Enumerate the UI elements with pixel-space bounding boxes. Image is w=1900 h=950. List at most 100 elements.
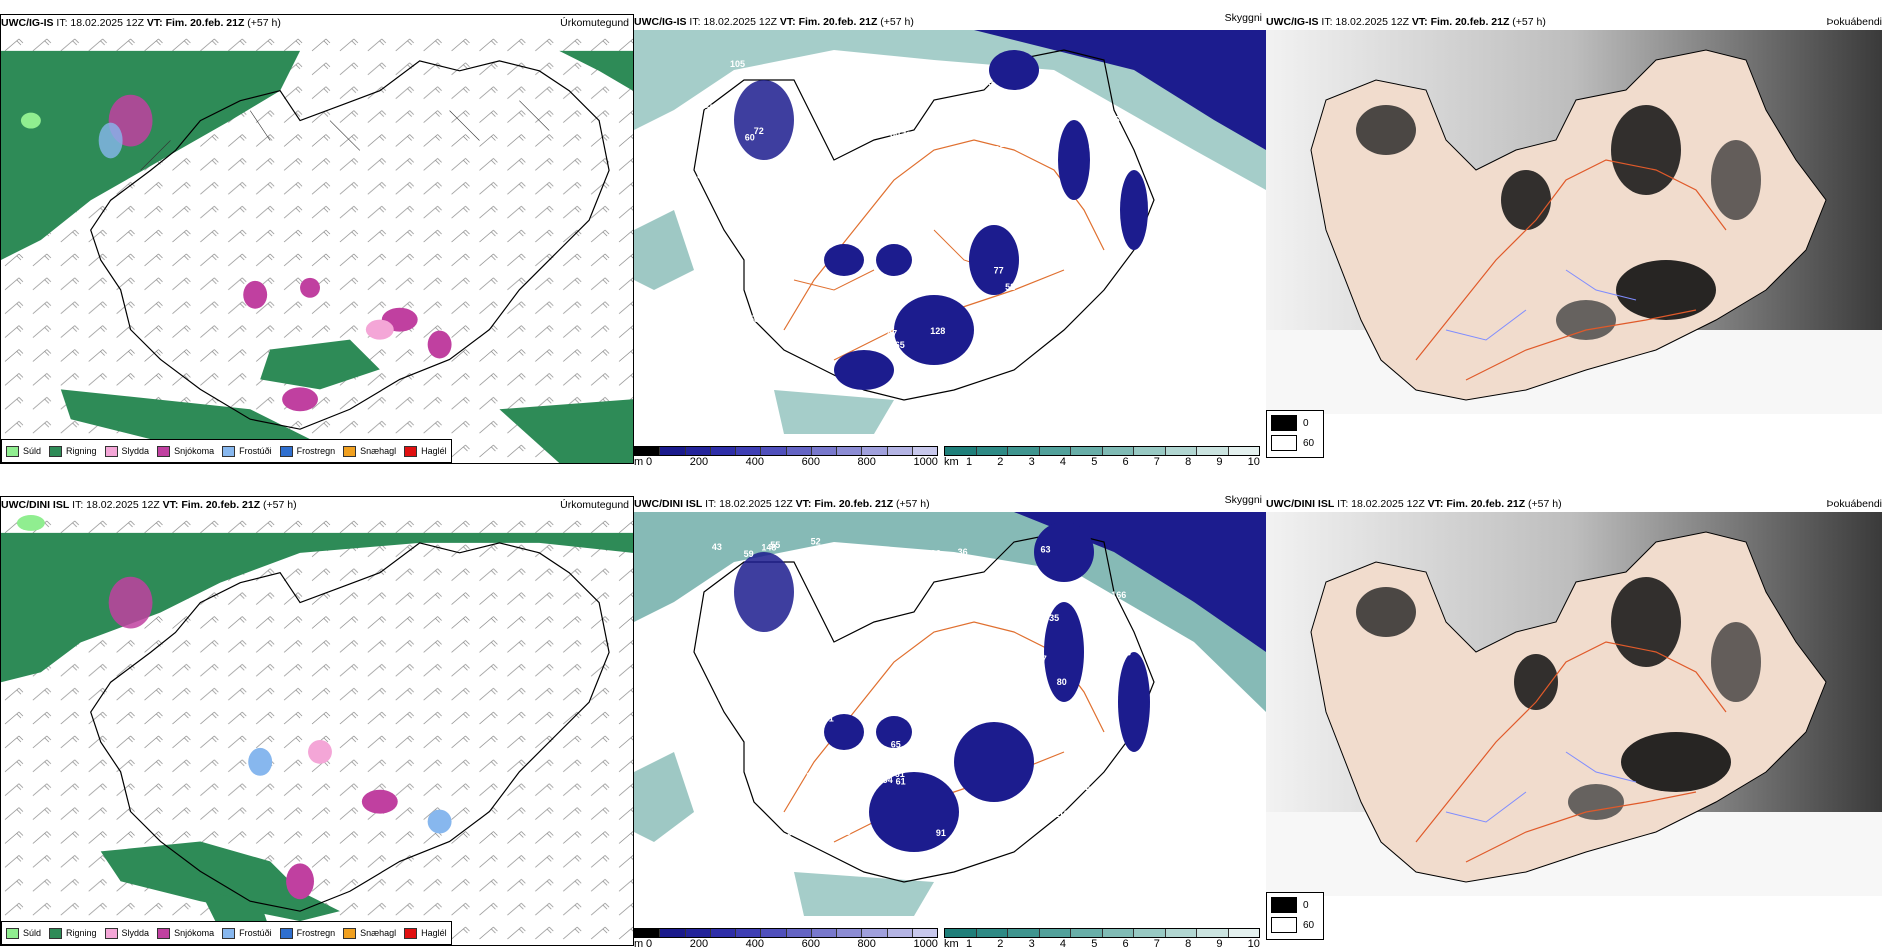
legend-item-hail: Haglél	[404, 445, 447, 457]
cloud-map: 65 70 148 110 183 200 94 81 103 60 80 96 43 51 63 65 107…	[634, 512, 1266, 916]
legend-label: Haglél	[421, 928, 447, 938]
cloud-base-height-label: 120	[1088, 139, 1103, 149]
precip-type-panel-top: UWC/IG-IS IT: 18.02.2025 12Z VT: Fim. 20…	[0, 14, 634, 464]
cloud-base-height-label: 57	[1037, 654, 1047, 664]
colorbar-swatch	[1228, 929, 1259, 937]
precip-map-svg	[1, 31, 633, 463]
cloud-base-height-label: 58	[749, 314, 759, 324]
legend-label: Snæhagl	[360, 928, 397, 938]
colorbar-tick: 10	[1247, 938, 1260, 950]
init-time: IT: 18.02.2025 12Z	[56, 17, 144, 29]
valid-time-label: VT:	[162, 499, 179, 511]
colorbar-swatch	[1197, 447, 1229, 455]
cloud-base-height-label: 84	[990, 104, 1000, 114]
cloud-base-height-label: 49	[714, 651, 724, 661]
legend-swatch	[6, 445, 19, 457]
colorbar-swatch	[685, 929, 711, 937]
fog-map	[1266, 30, 1882, 414]
colorbar-swatch	[912, 447, 937, 455]
cloud-base-height-label: 116	[983, 641, 998, 651]
cloud-base-height-label: 56	[795, 326, 805, 336]
cloud-base-height-label: 61	[896, 776, 906, 786]
colorbar-swatch	[1008, 447, 1040, 455]
cloud-height-colorbar: m 0 200 400 600 800 1000	[634, 928, 938, 950]
cloud-base-height-label: 105	[1112, 621, 1127, 631]
cloud-base-height-label: 23	[733, 379, 743, 389]
cloud-base-height-label: 85	[697, 171, 707, 181]
colorbar-swatch	[1102, 929, 1134, 937]
cloud-base-height-label: 35	[1049, 613, 1059, 623]
colorbar-tick: 200	[689, 938, 709, 950]
fog-map-svg	[1266, 30, 1882, 414]
cloud-base-height-label: 75	[745, 661, 755, 671]
legend-swatch	[49, 927, 63, 939]
cloud-base-height-label: 69	[810, 130, 820, 140]
colorbar-unit: km	[944, 456, 959, 468]
cloud-visibility-panel-bottom: UWC/DINI ISL IT: 18.02.2025 12Z VT: Fim.…	[634, 494, 1266, 950]
precip-type-legend: Súld Rigning Slydda Snjókoma Frostúði Fr…	[1, 921, 452, 945]
colorbar-tick: 400	[745, 938, 764, 950]
legend-label: 60	[1303, 437, 1315, 449]
rain-area	[559, 50, 633, 91]
colorbar-swatch	[811, 929, 837, 937]
cloud-base-height-label: 97	[935, 161, 945, 171]
legend-item-hail: Haglél	[404, 927, 447, 939]
model-name: UWC/IG-IS	[1266, 16, 1319, 28]
colorbar-swatch	[736, 929, 762, 937]
cloud-base-height-label: 43	[712, 542, 722, 552]
colorbar-swatch	[710, 929, 736, 937]
colorbar-swatch	[1134, 929, 1166, 937]
legend-label: Snjókoma	[174, 446, 215, 456]
cloud-base-height-label: 52	[1005, 282, 1015, 292]
cloud-base-height-label: 64	[1115, 114, 1125, 124]
cloud-base-height-label: 59	[727, 820, 737, 830]
cloud-base-height-label: 55	[801, 629, 811, 639]
legend-swatch	[222, 445, 236, 457]
cloud-base-height-label: 29	[768, 64, 778, 74]
cloud-base-height-label: 103	[759, 776, 774, 786]
cloud-base-height-label: 85	[819, 310, 829, 320]
colorbar-tick: 7	[1153, 456, 1160, 468]
cloud-base-height-label: 47	[789, 182, 799, 192]
legend-item-drizzle: Súld	[6, 927, 41, 939]
colorbar-tick: 2	[997, 456, 1004, 468]
cloud-base-height-label: 152	[987, 668, 1002, 678]
cloud-base-height-label: 85	[874, 577, 884, 587]
visibility-colorbar: km 1 2 3 4 5 6 7 8 9 10	[944, 446, 1260, 468]
cloud-base-height-label: 132	[806, 771, 821, 781]
cloud-base-height-label: 40	[892, 197, 902, 207]
cloud-base-height-label: 79	[983, 77, 993, 87]
legend-item-rain: Rigning	[49, 445, 97, 457]
cloud-base-height-label: 166	[1111, 590, 1126, 600]
valid-time-label: VT:	[779, 16, 796, 28]
cloud-base-height-label: 65	[1121, 648, 1131, 658]
colorbar-ticks: 0 200 400 600 800 1000	[646, 938, 938, 950]
init-time: IT: 18.02.2025 12Z	[1321, 16, 1409, 28]
legend-label: 60	[1303, 919, 1315, 931]
lead-time: (+57 h)	[1512, 16, 1546, 28]
cloud-base-height-label: 202	[1114, 159, 1129, 169]
legend-swatch	[404, 927, 418, 939]
panel-title: Úrkomutegund	[560, 499, 629, 511]
colorbar-swatch	[887, 929, 913, 937]
cloud-map-svg: 51 60 260 82 143 85 79 98 84 62 137 95 41 64 63 105 10 30…	[634, 30, 1266, 434]
lead-time: (+57 h)	[247, 17, 281, 29]
model-name: UWC/DINI ISL	[1266, 498, 1335, 510]
legend-swatch	[1271, 435, 1297, 451]
colorbar-swatches	[634, 928, 938, 938]
colorbar-tick: 400	[745, 456, 764, 468]
colorbar-swatch	[736, 447, 762, 455]
colorbar-tick: 3	[1028, 938, 1035, 950]
cloud-base-height-label: 19	[779, 732, 789, 742]
cloud-base-height-label: 105	[990, 145, 1005, 155]
colorbar-swatches	[944, 446, 1260, 456]
cloud-base-height-label: 51	[910, 237, 920, 247]
rain-area	[260, 339, 380, 390]
cloud-base-height-label: 64	[1065, 100, 1075, 110]
rain-area	[1, 50, 301, 260]
colorbar-swatch	[976, 447, 1008, 455]
colorbar-swatch	[945, 929, 977, 937]
valid-time-label: VT:	[1427, 498, 1444, 510]
colorbar-swatches	[634, 446, 938, 456]
cloud-base-height-label: 103	[830, 770, 845, 780]
